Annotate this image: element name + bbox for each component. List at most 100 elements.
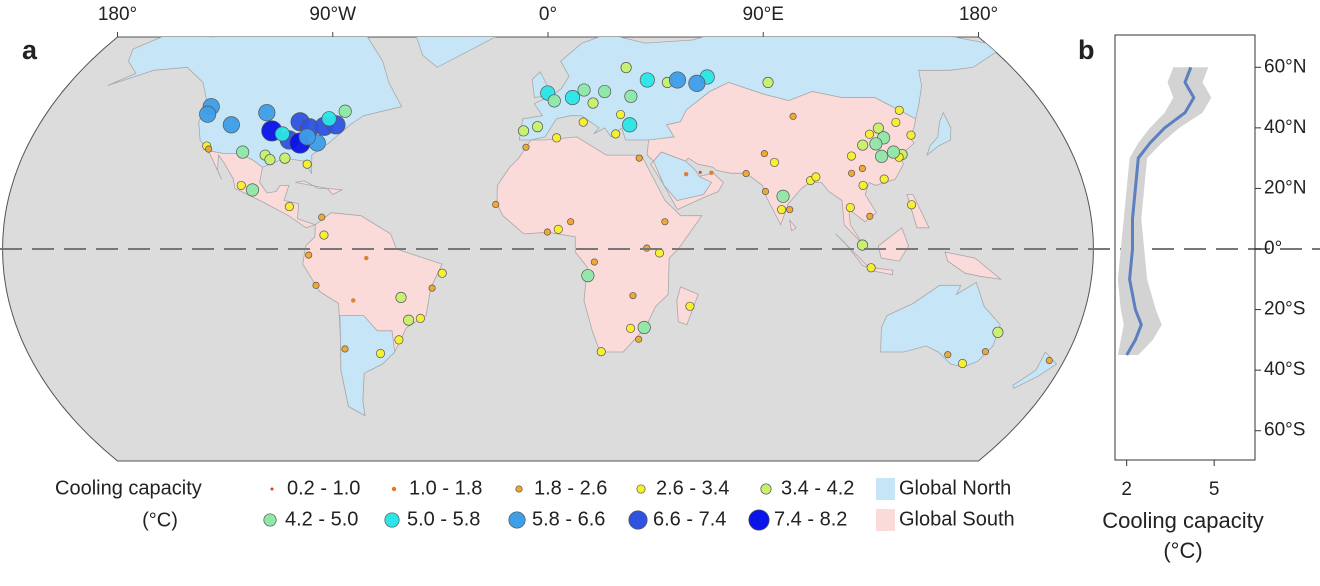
- city-point: [611, 129, 621, 139]
- legend-title: Cooling capacity: [55, 477, 202, 499]
- city-point: [760, 150, 768, 158]
- city-point: [894, 105, 904, 115]
- city-point: [776, 189, 790, 203]
- land-region: [926, 111, 952, 157]
- city-point: [858, 180, 868, 190]
- legend-marker: [628, 510, 648, 530]
- legend-label: 2.6 - 3.4: [656, 477, 729, 499]
- land-region: [326, 187, 344, 195]
- city-point: [547, 94, 561, 108]
- city-point: [517, 125, 530, 137]
- legend-label: 1.8 - 2.6: [534, 477, 607, 499]
- city-point: [321, 111, 337, 127]
- city-point: [866, 212, 874, 220]
- city-point: [709, 170, 714, 175]
- city-point: [872, 122, 884, 134]
- legend-label: 1.0 - 1.8: [409, 477, 482, 499]
- city-point: [279, 152, 291, 164]
- city-point: [318, 213, 326, 221]
- city-point: [786, 206, 794, 214]
- legend-marker: [270, 487, 274, 491]
- x-tick-label: 90°E: [743, 4, 784, 25]
- legend-label: Global North: [899, 477, 1011, 499]
- city-point: [668, 71, 687, 89]
- city-point: [906, 130, 916, 140]
- city-point: [428, 284, 436, 292]
- city-point: [567, 218, 575, 226]
- city-point: [683, 171, 689, 177]
- city-point: [777, 205, 787, 215]
- land-region: [944, 251, 1003, 280]
- line: [1125, 66, 1196, 356]
- city-point: [992, 326, 1004, 338]
- legend-label: 7.4 - 8.2: [774, 508, 847, 530]
- legend-patch: [876, 509, 895, 531]
- city-point: [629, 292, 637, 300]
- city-point: [637, 320, 651, 334]
- land-region: [877, 227, 910, 262]
- city-point: [338, 104, 352, 118]
- city-point: [769, 157, 779, 167]
- x-tick-label: 5: [1209, 479, 1220, 500]
- city-point: [531, 121, 544, 133]
- city-point: [394, 335, 404, 345]
- city-point: [284, 202, 294, 212]
- land-region: [1012, 351, 1058, 389]
- y-tick-label: 0°: [1264, 238, 1282, 259]
- confidence-band: [1117, 67, 1212, 356]
- y-tick-label: 20°N: [1264, 177, 1306, 198]
- city-point: [886, 145, 901, 159]
- city-point: [981, 348, 989, 356]
- land-region: [295, 180, 328, 189]
- city-point: [661, 218, 669, 226]
- legend-label: 5.8 - 6.6: [532, 508, 605, 530]
- city-point: [869, 137, 883, 151]
- city-point: [543, 228, 551, 236]
- city-point: [364, 255, 369, 261]
- legend-marker: [263, 513, 277, 527]
- city-point: [205, 145, 213, 153]
- city-point: [1045, 356, 1053, 365]
- legend-marker: [508, 511, 526, 529]
- city-point: [598, 84, 612, 99]
- map-regions: [107, 37, 1058, 417]
- city-point: [375, 348, 386, 359]
- city-point: [857, 139, 869, 151]
- city-point: [698, 170, 702, 174]
- city-point: [522, 143, 530, 151]
- city-point: [302, 159, 312, 169]
- x-tick-label: 180°: [98, 4, 137, 25]
- city-point: [199, 105, 217, 123]
- land-region: [835, 233, 871, 268]
- city-point: [264, 154, 276, 166]
- city-point: [395, 291, 407, 304]
- city-point: [864, 129, 875, 139]
- legend-label: 0.2 - 1.0: [287, 477, 360, 499]
- x-axis-label: Cooling capacity: [1102, 508, 1263, 533]
- city-point: [596, 347, 606, 357]
- city-point: [553, 224, 563, 234]
- city-point: [761, 187, 770, 196]
- city-point: [626, 323, 636, 333]
- city-point: [622, 117, 638, 133]
- city-point: [319, 230, 329, 240]
- city-point: [789, 112, 797, 120]
- city-point: [685, 301, 695, 311]
- x-tick-label: 2: [1121, 479, 1132, 500]
- city-point: [891, 117, 901, 127]
- city-point: [552, 133, 562, 143]
- panel-label: b: [1078, 35, 1095, 65]
- city-point: [578, 117, 588, 127]
- city-point: [590, 258, 598, 266]
- y-tick-label: 40°N: [1264, 117, 1306, 138]
- city-point: [635, 335, 643, 343]
- city-point: [944, 351, 952, 359]
- city-point: [811, 172, 821, 182]
- legend-label: Global South: [899, 508, 1015, 530]
- city-point: [236, 145, 250, 159]
- land-region: [339, 315, 396, 417]
- city-point: [437, 268, 447, 278]
- legend-marker: [384, 512, 400, 528]
- legend-marker: [636, 484, 646, 494]
- city-point: [222, 116, 240, 134]
